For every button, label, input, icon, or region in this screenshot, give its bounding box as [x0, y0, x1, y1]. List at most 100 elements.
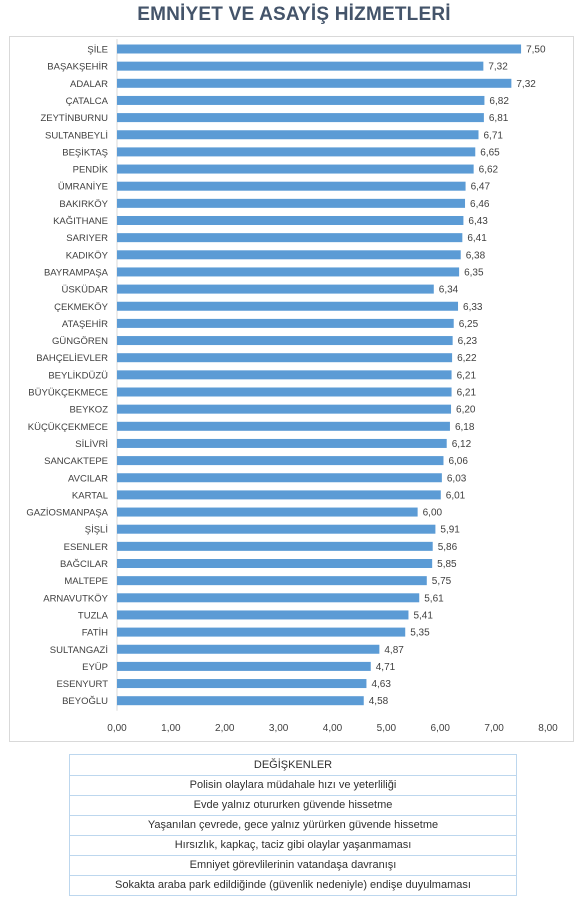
bar [117, 438, 447, 448]
data-label: 6,46 [470, 199, 490, 210]
variable-name: Evde yalnız otururken güvende hissetme [69, 795, 517, 816]
variable-name: Sokakta araba park edildiğinde (güvenlik… [69, 875, 517, 896]
bar [117, 250, 461, 260]
category-label: MALTEPE [64, 576, 108, 587]
x-tick-label: 3,00 [269, 723, 289, 734]
data-label: 6,03 [447, 473, 467, 484]
data-label: 6,20 [456, 405, 476, 416]
category-label: ŞİŞLİ [85, 525, 108, 536]
x-tick-label: 0,00 [107, 723, 127, 734]
variables-table-row: Sokakta araba park edildiğinde (güvenlik… [69, 875, 517, 896]
variables-table-row: Hırsızlık, kapkaç, taciz gibi olaylar ya… [69, 835, 517, 856]
bar [117, 456, 444, 466]
bar [117, 507, 418, 517]
bar [117, 387, 452, 397]
bar [117, 113, 484, 123]
bar [117, 301, 459, 311]
bar [117, 644, 380, 654]
bar [117, 198, 466, 208]
category-label: SİLİVRİ [75, 439, 108, 450]
category-label: EYÜP [82, 662, 108, 673]
category-label: BAYRAMPAŞA [44, 267, 109, 278]
bar [117, 284, 434, 294]
category-label: ESENYURT [56, 679, 108, 690]
bar [117, 541, 433, 551]
data-label: 6,12 [452, 439, 472, 450]
x-tick-label: 5,00 [377, 723, 397, 734]
data-label: 6,21 [457, 370, 477, 381]
x-tick-label: 4,00 [323, 723, 343, 734]
chart-frame [9, 36, 574, 742]
data-label: 6,18 [455, 422, 475, 433]
variable-name: Polisin olaylara müdahale hızı ve yeterl… [69, 775, 517, 796]
x-tick-label: 1,00 [161, 723, 181, 734]
category-label: ÇATALCA [66, 96, 109, 107]
bar [117, 679, 367, 689]
bar [117, 404, 452, 414]
category-label: BEYLİKDÜZÜ [48, 370, 108, 381]
data-label: 5,85 [437, 559, 457, 570]
category-label: ADALAR [70, 79, 108, 90]
category-label: KÜÇÜKÇEKMECE [28, 422, 108, 433]
bar [117, 318, 454, 328]
category-label: ESENLER [64, 542, 108, 553]
data-label: 7,32 [516, 79, 536, 90]
variables-table-header-row: DEĞİŞKENLER [69, 754, 517, 776]
chart-title: EMNİYET VE ASAYİŞ HİZMETLERİ [137, 4, 451, 25]
bar [117, 353, 453, 363]
data-label: 6,01 [446, 490, 466, 501]
bar [117, 370, 452, 380]
bar [117, 593, 420, 603]
bar [117, 421, 450, 431]
category-label: SULTANGAZİ [50, 645, 108, 656]
category-label: BAKIRKÖY [59, 199, 108, 210]
data-label: 6,38 [466, 250, 486, 261]
variable-name: Yaşanılan çevrede, gece yalnız yürürken … [69, 815, 517, 836]
category-label: PENDİK [73, 165, 109, 176]
data-label: 6,62 [479, 165, 499, 176]
category-label: GÜNGÖREN [52, 336, 108, 347]
variables-table: DEĞİŞKENLER Polisin olaylara müdahale hı… [69, 754, 517, 896]
bar [117, 95, 485, 105]
data-label: 6,65 [480, 147, 500, 158]
bar [117, 147, 476, 157]
data-label: 6,33 [463, 302, 483, 313]
bar [117, 336, 453, 346]
category-label: ŞİLE [87, 45, 108, 56]
category-label: KARTAL [72, 490, 108, 501]
data-label: 5,61 [424, 593, 444, 604]
bar [117, 696, 364, 706]
x-tick-label: 7,00 [484, 723, 504, 734]
category-label: BAĞCILAR [60, 559, 108, 570]
bar [117, 524, 436, 534]
bar-chart: ŞİLE 7,50 BAŞAKŞEHİR 7,32 ADALAR 7,32 ÇATALCA 6… [26, 39, 558, 734]
bar [117, 627, 406, 637]
bar [117, 181, 466, 191]
category-label: BÜYÜKÇEKMECE [28, 388, 108, 399]
category-label: BAŞAKŞEHİR [47, 62, 108, 73]
data-label: 4,63 [371, 679, 391, 690]
category-label: AVCILAR [68, 473, 108, 484]
category-label: ZEYTİNBURNU [40, 113, 108, 124]
x-tick-label: 2,00 [215, 723, 235, 734]
data-label: 6,06 [448, 456, 468, 467]
data-label: 6,47 [471, 182, 491, 193]
category-label: KAĞITHANE [53, 216, 108, 227]
variables-table-row: Yaşanılan çevrede, gece yalnız yürürken … [69, 815, 517, 836]
category-label: BEYOĞLU [62, 696, 108, 707]
category-label: ÇEKMEKÖY [54, 302, 109, 313]
data-label: 6,23 [458, 336, 478, 347]
x-tick-label: 6,00 [431, 723, 451, 734]
data-label: 5,86 [438, 542, 458, 553]
data-label: 5,35 [410, 628, 430, 639]
data-label: 5,41 [413, 610, 433, 621]
bar [117, 559, 433, 568]
x-tick-label: 8,00 [538, 723, 558, 734]
data-label: 4,71 [376, 662, 396, 673]
category-label: SANCAKTEPE [44, 456, 108, 467]
data-label: 6,25 [459, 319, 479, 330]
data-label: 6,22 [457, 353, 477, 364]
category-label: KADIKÖY [66, 250, 109, 261]
data-label: 5,91 [440, 525, 460, 536]
bar [117, 78, 512, 88]
